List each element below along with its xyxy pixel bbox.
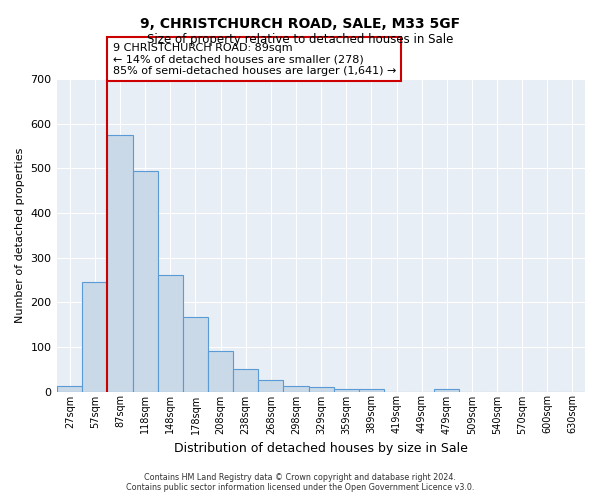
Bar [82,282,107,392]
X-axis label: Distribution of detached houses by size in Sale: Distribution of detached houses by size … [174,442,468,455]
Bar [107,135,133,392]
Text: 9, CHRISTCHURCH ROAD, SALE, M33 5GF: 9, CHRISTCHURCH ROAD, SALE, M33 5GF [140,18,460,32]
Text: 9 CHRISTCHURCH ROAD: 89sqm
← 14% of detached houses are smaller (278)
85% of sem: 9 CHRISTCHURCH ROAD: 89sqm ← 14% of deta… [113,42,396,76]
Bar [359,390,384,392]
Text: Size of property relative to detached houses in Sale: Size of property relative to detached ho… [147,32,453,46]
Bar [283,386,308,392]
Text: Contains HM Land Registry data © Crown copyright and database right 2024.: Contains HM Land Registry data © Crown c… [144,474,456,482]
Bar [57,386,82,392]
Y-axis label: Number of detached properties: Number of detached properties [15,148,25,323]
Bar [208,351,233,392]
Bar [183,316,208,392]
Bar [133,170,158,392]
Bar [258,380,283,392]
Bar [233,369,258,392]
Bar [434,390,460,392]
Bar [158,276,183,392]
Bar [308,387,334,392]
Bar [334,389,359,392]
Text: Contains public sector information licensed under the Open Government Licence v3: Contains public sector information licen… [126,484,474,492]
